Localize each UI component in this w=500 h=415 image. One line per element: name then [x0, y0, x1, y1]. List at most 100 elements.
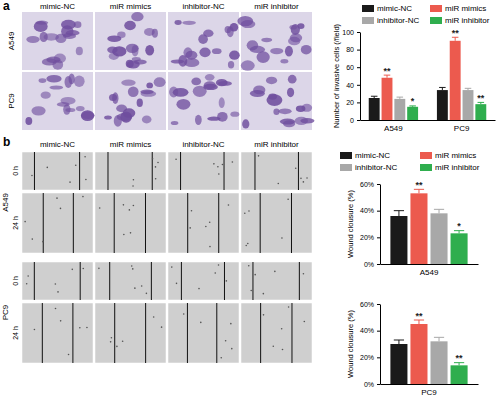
wound-edge [34, 262, 35, 300]
cell-blob [289, 25, 297, 30]
significance: * [411, 96, 415, 106]
bar [410, 193, 427, 264]
image-frame [22, 12, 93, 70]
speck [176, 283, 178, 285]
cell-blob [41, 91, 51, 98]
legend-label: miR mimics [445, 4, 486, 13]
cell-blob [76, 47, 83, 56]
error-bar [394, 211, 404, 216]
image-frame [22, 303, 93, 363]
wound-edge [145, 193, 146, 253]
speck [68, 354, 70, 356]
cell-blob [171, 121, 179, 125]
significance: ** [477, 93, 485, 103]
cell-blob [205, 74, 215, 81]
y-tick: 0% [364, 261, 380, 268]
significance: ** [456, 353, 464, 363]
speck [244, 213, 246, 215]
speck [24, 221, 26, 223]
speck [116, 346, 118, 348]
column-header: miR mimics [110, 140, 151, 149]
cell-blob [191, 78, 201, 86]
legend-label: mimic-NC [355, 151, 390, 160]
image-frame [168, 152, 239, 190]
image-frame [168, 262, 239, 300]
cell-blob [65, 108, 75, 112]
wound-edge [224, 262, 225, 300]
cell-blob [228, 61, 234, 68]
y-tick-label: 80 [346, 46, 354, 53]
speck [263, 293, 265, 295]
speck [86, 327, 88, 329]
y-tick-mark [357, 32, 360, 33]
speck [171, 266, 173, 268]
speck [133, 205, 135, 207]
legend-item: miR mimics [420, 151, 476, 160]
wound-image [168, 193, 239, 253]
cell-blob [25, 117, 32, 125]
y-axis-line [380, 185, 381, 265]
wound-edge [260, 303, 261, 363]
image-frame [22, 72, 93, 130]
error-bar [397, 97, 404, 99]
y-tick: 40% [360, 327, 380, 334]
cell-blob [76, 106, 85, 111]
speck [198, 288, 200, 290]
cell-blob [104, 115, 112, 119]
image-frame [95, 12, 166, 70]
speck [26, 283, 28, 285]
error-stem [439, 337, 440, 341]
speck [287, 198, 289, 200]
speck [132, 185, 134, 187]
plot-marks [390, 189, 467, 264]
speck [157, 162, 159, 164]
image-frame [241, 303, 312, 363]
cell-blob [229, 51, 240, 60]
speck [152, 158, 154, 160]
error-cap [397, 97, 404, 98]
bar-chart: 0%20%40%60%A549Wound clousure (%)***mimi… [340, 151, 480, 277]
x-tick-label: PC9 [421, 388, 437, 397]
cell-blob [127, 60, 140, 68]
wound-image [168, 262, 239, 300]
cell-blob [154, 77, 166, 87]
image-frame [95, 303, 166, 363]
y-tick-mark [377, 357, 380, 358]
wound-edge [114, 193, 115, 253]
error-bar [394, 340, 404, 344]
cell-blob [230, 112, 239, 117]
speck [31, 238, 33, 240]
speck [282, 349, 284, 351]
bar [410, 324, 427, 384]
y-tick-mark [377, 237, 380, 238]
legend-item: miR inhibitor [430, 16, 490, 25]
y-tick-mark [377, 211, 380, 212]
wound-edge [216, 303, 217, 363]
speck [132, 268, 134, 270]
legend-label: mimic-NC [377, 4, 412, 13]
wound-edge [224, 152, 225, 190]
y-axis: 020406080100 [342, 29, 360, 124]
cell-blob [36, 21, 49, 25]
cell-blob [146, 83, 153, 89]
bar-chart: 0%20%40%60%PC9Wound clousure (%)**** [346, 301, 479, 397]
legend-label: inhibitor-NC [355, 163, 397, 172]
cell-blob [140, 89, 153, 94]
speck [55, 283, 57, 285]
legend-swatch [430, 17, 442, 24]
legend-swatch [420, 164, 432, 171]
image-frame [241, 152, 312, 190]
cell-blob [266, 94, 282, 106]
y-tick-label: 100 [342, 29, 354, 36]
speck [56, 197, 58, 199]
cell-blob [40, 32, 48, 42]
speck [155, 178, 157, 180]
speck [161, 326, 163, 328]
error-bar [452, 37, 459, 41]
bar [382, 78, 393, 120]
cell-blob [152, 29, 158, 38]
cell-blob [288, 75, 297, 84]
cell-blob [117, 31, 125, 38]
bar [437, 90, 448, 120]
plot-marks [390, 320, 467, 384]
